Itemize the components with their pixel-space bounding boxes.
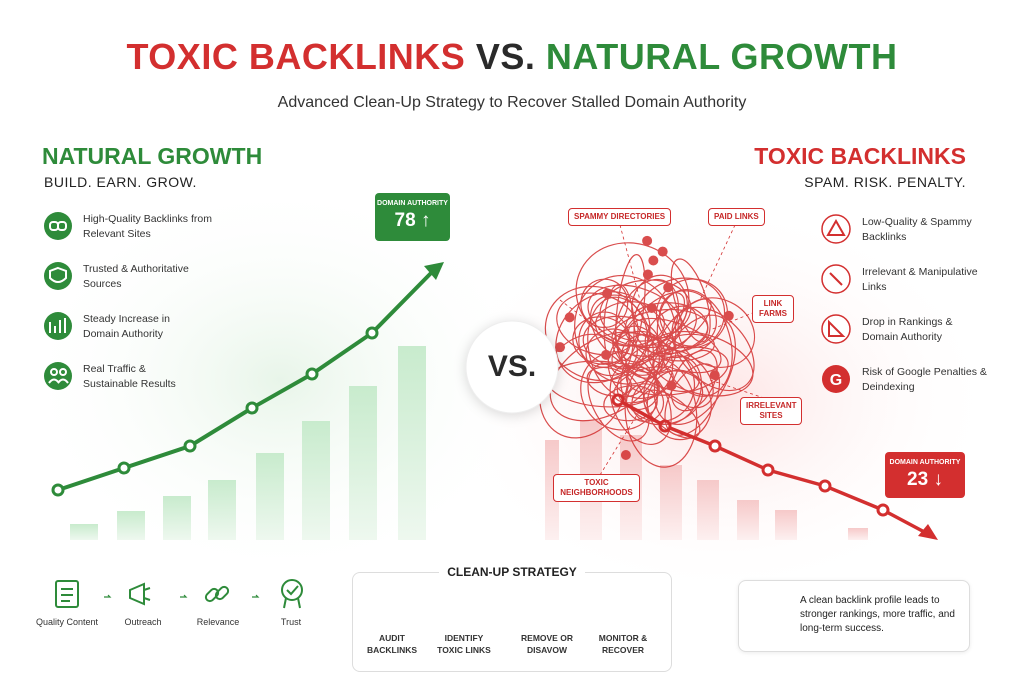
badge-value: 78 bbox=[394, 210, 416, 231]
link-node bbox=[642, 235, 653, 246]
badge-label: DOMAIN AUTHORITY bbox=[377, 200, 448, 207]
tangle-loop bbox=[625, 383, 665, 423]
tangle-loop bbox=[587, 362, 650, 442]
natural-item: Steady Increase in Domain Authority bbox=[83, 313, 170, 340]
toxic-item: Irrelevant & Manipulative Links bbox=[862, 266, 978, 293]
toxic-label: TOXIC NEIGHBORHOODS bbox=[553, 474, 640, 502]
strategy-step: IDENTIFY TOXIC LINKS bbox=[437, 633, 491, 655]
strategy-title-text: CLEAN-UP STRATEGY bbox=[439, 565, 585, 579]
toxic-label: IRRELEVANT SITES bbox=[740, 397, 802, 425]
link-node bbox=[666, 380, 677, 391]
link-node bbox=[663, 282, 674, 293]
tangle-loop bbox=[549, 331, 660, 422]
link-node bbox=[657, 246, 668, 257]
link-node bbox=[709, 370, 720, 381]
strategy-box bbox=[352, 572, 672, 672]
strategy-title: CLEAN-UP STRATEGY bbox=[352, 565, 672, 579]
tangle-loop bbox=[578, 311, 630, 368]
tangle-loop bbox=[603, 385, 658, 422]
tangle-loop bbox=[631, 274, 688, 339]
tangle-loop bbox=[615, 254, 646, 362]
toxic-label: LINK FARMS bbox=[752, 295, 794, 323]
flow-label: Quality Content bbox=[35, 617, 99, 627]
toxic-item: Drop in Rankings & Domain Authority bbox=[862, 316, 953, 343]
tangle-loop bbox=[617, 325, 664, 379]
strategy-step: REMOVE OR DISAVOW bbox=[521, 633, 573, 655]
tangle-loop bbox=[653, 314, 736, 426]
natural-item: Real Traffic & Sustainable Results bbox=[83, 363, 176, 390]
tangle-loop bbox=[671, 306, 755, 392]
link-node bbox=[620, 450, 631, 461]
link-node bbox=[642, 269, 653, 280]
tangle-loop bbox=[574, 274, 677, 385]
link-node bbox=[564, 312, 575, 323]
tangle-loop bbox=[620, 344, 695, 423]
title-left: TOXIC BACKLINKS bbox=[126, 36, 466, 77]
natural-title: NATURAL GROWTH bbox=[42, 143, 263, 169]
vs-label: VS. bbox=[487, 350, 537, 383]
tangle-loop bbox=[647, 331, 754, 397]
natural-item: High-Quality Backlinks from Relevant Sit… bbox=[83, 213, 212, 240]
tangle-loop bbox=[613, 366, 674, 404]
flow-label: Trust bbox=[280, 617, 302, 627]
badge-label: DOMAIN AUTHORITY bbox=[889, 459, 961, 466]
tangle-loop bbox=[580, 351, 659, 431]
note-text: A clean backlink profile leads to strong… bbox=[800, 595, 955, 634]
subtitle: Advanced Clean-Up Strategy to Recover St… bbox=[277, 94, 747, 111]
main-title: TOXIC BACKLINKS VS. NATURAL GROWTH bbox=[0, 36, 1024, 78]
tangle-loop bbox=[586, 366, 632, 397]
link-node bbox=[602, 288, 613, 299]
toxic-title: TOXIC BACKLINKS bbox=[754, 143, 966, 169]
tangle-loop bbox=[624, 358, 698, 468]
link-node bbox=[648, 255, 659, 266]
strategy-step: MONITOR & RECOVER bbox=[598, 633, 648, 655]
svg-text:G: G bbox=[830, 372, 842, 389]
flow-label: Relevance bbox=[196, 617, 240, 627]
natural-tagline: BUILD. EARN. GROW. bbox=[44, 174, 197, 190]
toxic-item: Risk of Google Penalties & Deindexing bbox=[862, 366, 987, 393]
toxic-item: Low-Quality & Spammy Backlinks bbox=[862, 216, 972, 243]
toxic-badge: DOMAIN AUTHORITY 23 ↓ bbox=[885, 452, 965, 498]
tangle-loop bbox=[655, 278, 728, 349]
toxic-tagline: SPAM. RISK. PENALTY. bbox=[804, 174, 966, 190]
tangle-loop bbox=[627, 317, 722, 374]
natural-item: Trusted & Authoritative Sources bbox=[83, 263, 189, 290]
flow-label: Outreach bbox=[124, 617, 162, 627]
toxic-label: PAID LINKS bbox=[708, 208, 765, 226]
note-box bbox=[738, 580, 970, 652]
link-node bbox=[601, 349, 612, 360]
link-node bbox=[555, 342, 566, 353]
badge-value: 23 bbox=[907, 469, 929, 490]
toxic-label: SPAMMY DIRECTORIES bbox=[568, 208, 672, 226]
tangle-loop bbox=[555, 291, 651, 384]
tangle-loop bbox=[670, 349, 718, 412]
natural-badge: DOMAIN AUTHORITY 78 ↑ bbox=[375, 193, 450, 241]
tangle-loop bbox=[642, 389, 701, 439]
tangle-loop bbox=[670, 258, 711, 343]
title-mid: VS. bbox=[475, 36, 536, 77]
link-node bbox=[723, 310, 734, 321]
strategy-step: AUDIT BACKLINKS bbox=[366, 633, 418, 655]
link-node bbox=[646, 302, 657, 313]
title-right: NATURAL GROWTH bbox=[545, 36, 898, 77]
